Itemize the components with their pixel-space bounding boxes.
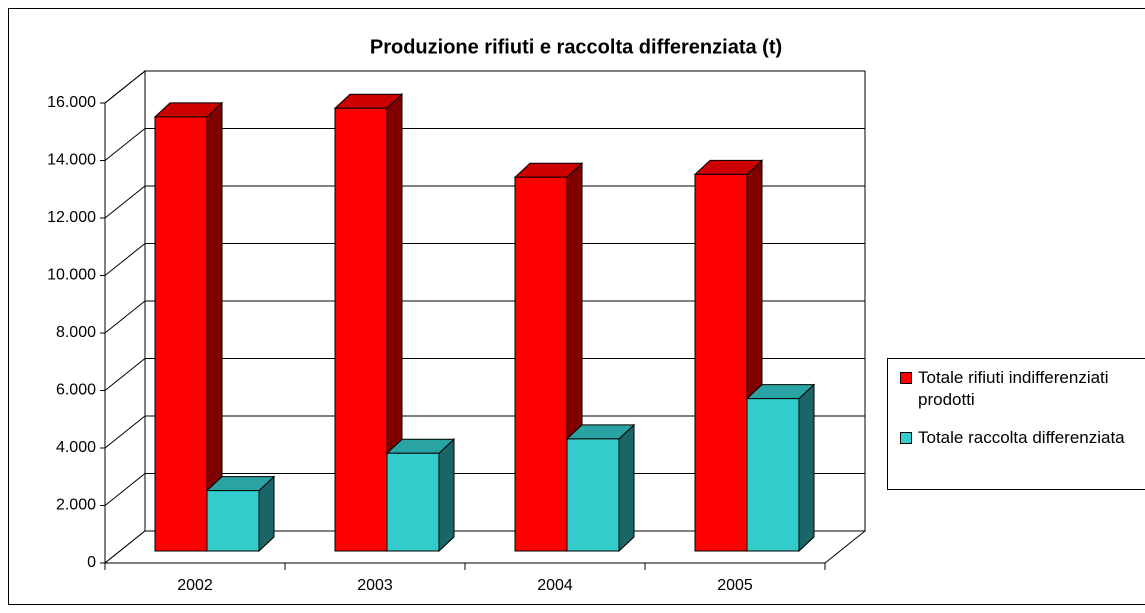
bar-front [154, 116, 208, 552]
x-tick-label: 2005 [717, 577, 753, 594]
bar [205, 475, 276, 553]
legend-item: Totale raccolta differenziata [900, 427, 1145, 449]
bar-side [618, 423, 635, 553]
legend-label: Totale raccolta differenziata [918, 428, 1125, 447]
grid-line [104, 70, 865, 104]
y-tick-label: 10.000 [47, 267, 96, 284]
bar-side [438, 438, 455, 553]
grid-line [104, 243, 865, 276]
grid-line [104, 128, 865, 161]
bar [153, 101, 224, 553]
x-tick-label: 2004 [537, 577, 573, 594]
y-tick-label: 16.000 [47, 94, 96, 111]
x-tick-label: 2003 [357, 577, 393, 594]
bar-front [694, 173, 748, 552]
y-tick-label: 2.000 [56, 497, 96, 514]
legend-item: Totale rifiuti indifferenziati prodotti [900, 367, 1145, 411]
y-tick-label: 12.000 [47, 209, 96, 226]
grid-line [104, 185, 865, 219]
bar-front [386, 452, 440, 552]
grid-line [104, 358, 865, 391]
bar [333, 93, 404, 553]
grid-line [104, 300, 865, 334]
legend-label: Totale rifiuti indifferenziati prodotti [918, 368, 1109, 409]
y-tick-label: 14.000 [47, 152, 96, 169]
bar [385, 438, 456, 553]
bar-front [334, 107, 388, 552]
bar-side [798, 383, 815, 553]
y-tick-label: 4.000 [56, 439, 96, 456]
bar-front [206, 490, 260, 552]
y-tick-label: 0 [87, 554, 96, 571]
y-tick-label: 6.000 [56, 382, 96, 399]
legend-swatch [900, 372, 912, 384]
x-tick-label: 2002 [177, 577, 213, 594]
bar-front [746, 398, 800, 552]
chart-title: Produzione rifiuti e raccolta differenzi… [370, 36, 782, 58]
legend: Totale rifiuti indifferenziati prodotti T… [887, 358, 1145, 490]
bar-front [514, 176, 568, 552]
bar-front [566, 438, 620, 552]
bar [565, 423, 636, 553]
y-tick-label: 8.000 [56, 324, 96, 341]
legend-swatch [900, 432, 912, 444]
grid-line [104, 415, 865, 449]
bar [745, 383, 816, 553]
